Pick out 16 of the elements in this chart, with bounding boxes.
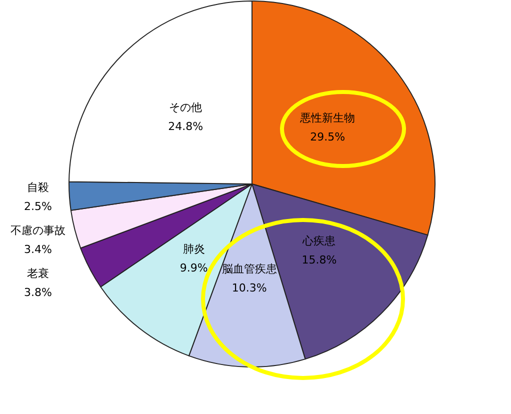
slice-label: 自殺: [27, 181, 49, 194]
data-label: 2.5%: [24, 200, 52, 213]
slice-label: 心疾患: [302, 234, 336, 248]
slice-label: その他: [169, 100, 202, 114]
data-label: 29.5%: [310, 130, 346, 144]
data-label: 3.4%: [24, 243, 52, 256]
data-label: 10.3%: [232, 281, 267, 294]
data-label: 24.8%: [168, 120, 204, 133]
slice-label: 不慮の事故: [10, 224, 66, 237]
slice-label: 悪性新生物: [299, 111, 356, 124]
data-label: 15.8%: [302, 253, 337, 266]
slice-label: 肺炎: [182, 242, 205, 256]
slice-label: 脳血管疾患: [222, 262, 277, 276]
data-label: 9.9%: [180, 261, 208, 274]
slice-label: 老衰: [27, 267, 49, 280]
data-label: 3.8%: [24, 286, 52, 299]
